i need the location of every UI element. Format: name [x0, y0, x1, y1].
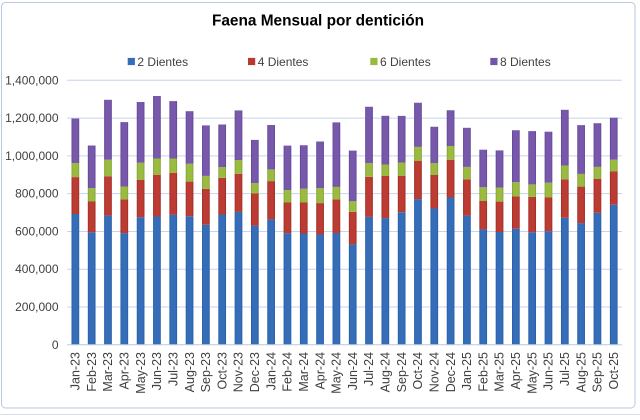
svg-text:Nov-23: Nov-23	[232, 352, 246, 392]
svg-text:Jul-23: Jul-23	[166, 352, 180, 386]
svg-text:Nov-24: Nov-24	[427, 352, 441, 392]
svg-text:800,000: 800,000	[15, 187, 59, 201]
svg-text:Jan-25: Jan-25	[460, 352, 474, 390]
svg-text:May-24: May-24	[330, 352, 344, 394]
svg-text:Jun-23: Jun-23	[150, 352, 164, 390]
svg-text:Oct-24: Oct-24	[411, 352, 425, 390]
svg-text:Mar-25: Mar-25	[493, 352, 507, 392]
svg-text:1,000,000: 1,000,000	[5, 149, 59, 163]
svg-text:200,000: 200,000	[15, 300, 59, 314]
svg-text:Jan-23: Jan-23	[69, 352, 83, 390]
svg-text:8 Dientes: 8 Dientes	[500, 55, 551, 69]
svg-text:Sep-23: Sep-23	[199, 352, 213, 392]
svg-text:Jun-25: Jun-25	[542, 352, 556, 390]
svg-text:Jan-24: Jan-24	[264, 352, 278, 390]
svg-text:Jun-24: Jun-24	[346, 352, 360, 390]
svg-text:Dec-23: Dec-23	[248, 352, 262, 392]
svg-text:Aug-23: Aug-23	[183, 352, 197, 392]
svg-text:Aug-25: Aug-25	[574, 352, 588, 392]
svg-text:Mar-23: Mar-23	[101, 352, 115, 392]
svg-text:Apr-24: Apr-24	[313, 352, 327, 390]
svg-text:Jul-25: Jul-25	[558, 352, 572, 386]
svg-text:Feb-23: Feb-23	[85, 352, 99, 392]
svg-text:May-25: May-25	[525, 352, 539, 394]
svg-text:Feb-25: Feb-25	[476, 352, 490, 392]
svg-text:1,400,000: 1,400,000	[5, 73, 59, 87]
svg-text:6 Dientes: 6 Dientes	[380, 55, 431, 69]
svg-text:2 Dientes: 2 Dientes	[137, 55, 188, 69]
svg-text:1,200,000: 1,200,000	[5, 111, 59, 125]
svg-text:Oct-25: Oct-25	[607, 352, 621, 390]
svg-text:Mar-24: Mar-24	[297, 352, 311, 392]
svg-text:4 Dientes: 4 Dientes	[258, 55, 309, 69]
svg-text:Sep-25: Sep-25	[591, 352, 605, 392]
svg-text:Faena Mensual por dentición: Faena Mensual por dentición	[212, 12, 424, 29]
svg-text:Jul-24: Jul-24	[362, 352, 376, 386]
svg-text:Apr-25: Apr-25	[509, 352, 523, 390]
svg-text:Aug-24: Aug-24	[379, 352, 393, 392]
svg-text:Feb-24: Feb-24	[281, 352, 295, 392]
svg-text:Sep-24: Sep-24	[395, 352, 409, 392]
svg-text:Dec-24: Dec-24	[444, 352, 458, 392]
svg-text:400,000: 400,000	[15, 262, 59, 276]
svg-text:Apr-23: Apr-23	[118, 352, 132, 390]
svg-text:Oct-23: Oct-23	[215, 352, 229, 390]
svg-text:0: 0	[52, 338, 59, 352]
svg-text:May-23: May-23	[134, 352, 148, 394]
svg-text:600,000: 600,000	[15, 224, 59, 238]
